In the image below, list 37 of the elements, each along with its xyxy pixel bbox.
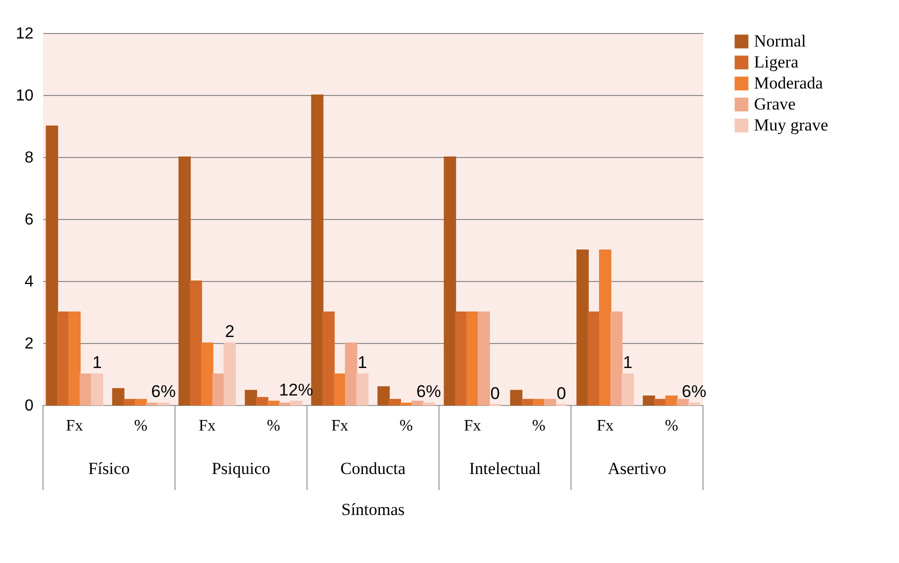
legend-label: Moderada xyxy=(754,74,824,92)
y-tick-label: 10 xyxy=(16,88,34,104)
y-tick-label: 12 xyxy=(16,26,34,42)
data-label: 6% xyxy=(416,382,442,402)
data-label: 1 xyxy=(622,353,632,372)
x-tick-label: Fx xyxy=(464,418,481,434)
legend-label: Muy grave xyxy=(754,116,828,134)
text: Asertivo xyxy=(608,459,666,478)
text: Físico xyxy=(88,459,130,478)
data-label: 0 xyxy=(556,384,566,403)
legend-label: Ligera xyxy=(754,52,799,72)
y-tick-label: 2 xyxy=(24,336,34,352)
y-tick-label: 0 xyxy=(24,398,34,414)
y-tick-label: 4 xyxy=(24,274,34,290)
data-label: 6% xyxy=(682,382,706,402)
text: Conducta xyxy=(340,459,406,478)
x-tick-label: % xyxy=(134,418,148,434)
y-tick-label: 8 xyxy=(24,150,34,166)
text: Psiquico xyxy=(212,459,270,478)
x-tick-label: Fx xyxy=(66,418,83,434)
data-label: 2 xyxy=(224,322,234,341)
data-label: 1 xyxy=(92,353,102,372)
data-label: 0 xyxy=(490,384,500,403)
x-tick-label: % xyxy=(532,418,546,434)
text: Intelectual xyxy=(469,459,542,478)
legend-label: Normal xyxy=(754,32,806,50)
x-axis-title: Síntomas xyxy=(341,500,405,519)
x-tick-label: % xyxy=(664,418,678,434)
data-label: 6% xyxy=(151,382,176,402)
x-tick-label: Fx xyxy=(331,418,348,434)
y-tick-label: 6 xyxy=(24,212,34,228)
x-tick-label: Fx xyxy=(198,418,216,434)
data-label: 1 xyxy=(358,353,368,372)
x-tick-label: Fx xyxy=(596,418,614,434)
x-tick-label: % xyxy=(400,418,413,434)
x-tick-label: % xyxy=(266,418,280,434)
legend-label: Grave xyxy=(754,94,796,114)
